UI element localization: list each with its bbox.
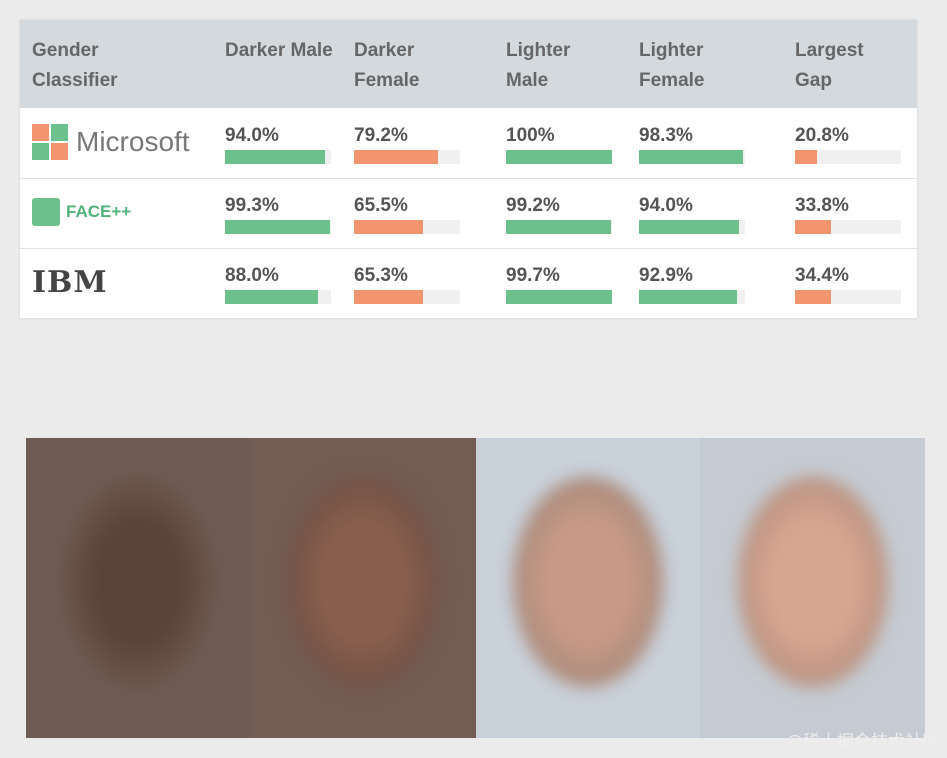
accuracy-value: 33.8% bbox=[795, 195, 849, 216]
logo-mark bbox=[32, 124, 68, 160]
bar-track bbox=[225, 290, 331, 304]
classifier-name: Microsoft bbox=[76, 126, 190, 157]
accuracy-value: 94.0% bbox=[225, 125, 279, 146]
logo-square bbox=[51, 124, 68, 141]
accuracy-value: 99.7% bbox=[506, 265, 560, 286]
accuracy-bar bbox=[639, 290, 738, 304]
table-row: Microsoft 94.0% 79.2% 100% 98.3% 20.8% bbox=[20, 108, 917, 179]
bar-track bbox=[506, 220, 612, 234]
face-panel bbox=[250, 438, 476, 738]
accuracy-bar bbox=[639, 150, 744, 164]
accuracy-bar bbox=[795, 220, 831, 234]
classifier-name: IBM bbox=[32, 264, 108, 300]
accuracy-value: 99.2% bbox=[506, 195, 560, 216]
accuracy-value: 92.9% bbox=[639, 265, 693, 286]
bar-track bbox=[506, 290, 612, 304]
table-row: IBM 88.0% 65.3% 99.7% 92.9% 34.4% bbox=[20, 248, 917, 319]
classifier-logo: IBM bbox=[32, 262, 108, 302]
bar-track bbox=[639, 220, 745, 234]
accuracy-bar bbox=[506, 150, 612, 164]
accuracy-value: 94.0% bbox=[639, 195, 693, 216]
table-header: Gender Classifier Darker Male Darker Femal… bbox=[20, 20, 917, 108]
header-cell: Darker Male bbox=[225, 40, 333, 61]
bar-track bbox=[225, 220, 331, 234]
bar-track bbox=[354, 290, 460, 304]
bar-track bbox=[639, 150, 745, 164]
accuracy-bar bbox=[354, 150, 438, 164]
bar-track bbox=[795, 220, 901, 234]
header-cell: Lighter Female bbox=[639, 40, 705, 91]
accuracy-bar bbox=[225, 220, 331, 234]
classifier-logo: FACE++ bbox=[32, 192, 131, 232]
header-cell: Largest Gap bbox=[795, 40, 864, 91]
accuracy-value: 88.0% bbox=[225, 265, 279, 286]
accuracy-value: 65.5% bbox=[354, 195, 408, 216]
logo-square bbox=[51, 143, 68, 160]
accuracy-bar bbox=[506, 290, 612, 304]
bar-track bbox=[795, 150, 901, 164]
accuracy-bar bbox=[225, 290, 319, 304]
bar-track bbox=[225, 150, 331, 164]
accuracy-value: 34.4% bbox=[795, 265, 849, 286]
face-panel bbox=[475, 438, 701, 738]
accuracy-bar bbox=[639, 220, 739, 234]
face-panel bbox=[700, 438, 925, 738]
watermark: @稀土掘金技术社区 bbox=[786, 732, 939, 752]
accuracy-value: 98.3% bbox=[639, 125, 693, 146]
accuracy-bar bbox=[225, 150, 325, 164]
accuracy-value: 79.2% bbox=[354, 125, 408, 146]
bar-track bbox=[354, 150, 460, 164]
accuracy-bar bbox=[354, 220, 424, 234]
logo-square bbox=[32, 124, 49, 141]
table-row: FACE++ 99.3% 65.5% 99.2% 94.0% 33.8% bbox=[20, 178, 917, 249]
classifier-name: FACE++ bbox=[66, 202, 132, 221]
header-cell: Darker Female bbox=[354, 40, 420, 91]
logo-square bbox=[32, 143, 49, 160]
logo-mark bbox=[32, 198, 60, 226]
accuracy-bar bbox=[506, 220, 612, 234]
average-faces bbox=[26, 438, 925, 738]
accuracy-value: 100% bbox=[506, 125, 555, 146]
accuracy-bar bbox=[795, 290, 832, 304]
bar-track bbox=[354, 220, 460, 234]
face-panel bbox=[26, 438, 251, 738]
results-table: Gender Classifier Darker Male Darker Femal… bbox=[20, 20, 917, 319]
accuracy-value: 20.8% bbox=[795, 125, 849, 146]
bar-track bbox=[795, 290, 901, 304]
bar-track bbox=[506, 150, 612, 164]
accuracy-value: 65.3% bbox=[354, 265, 408, 286]
classifier-logo: Microsoft bbox=[32, 122, 190, 162]
header-cell: Lighter Male bbox=[506, 40, 571, 91]
accuracy-value: 99.3% bbox=[225, 195, 279, 216]
accuracy-bar bbox=[354, 290, 424, 304]
accuracy-bar bbox=[795, 150, 818, 164]
header-cell: Gender Classifier bbox=[32, 40, 118, 91]
bar-track bbox=[639, 290, 745, 304]
